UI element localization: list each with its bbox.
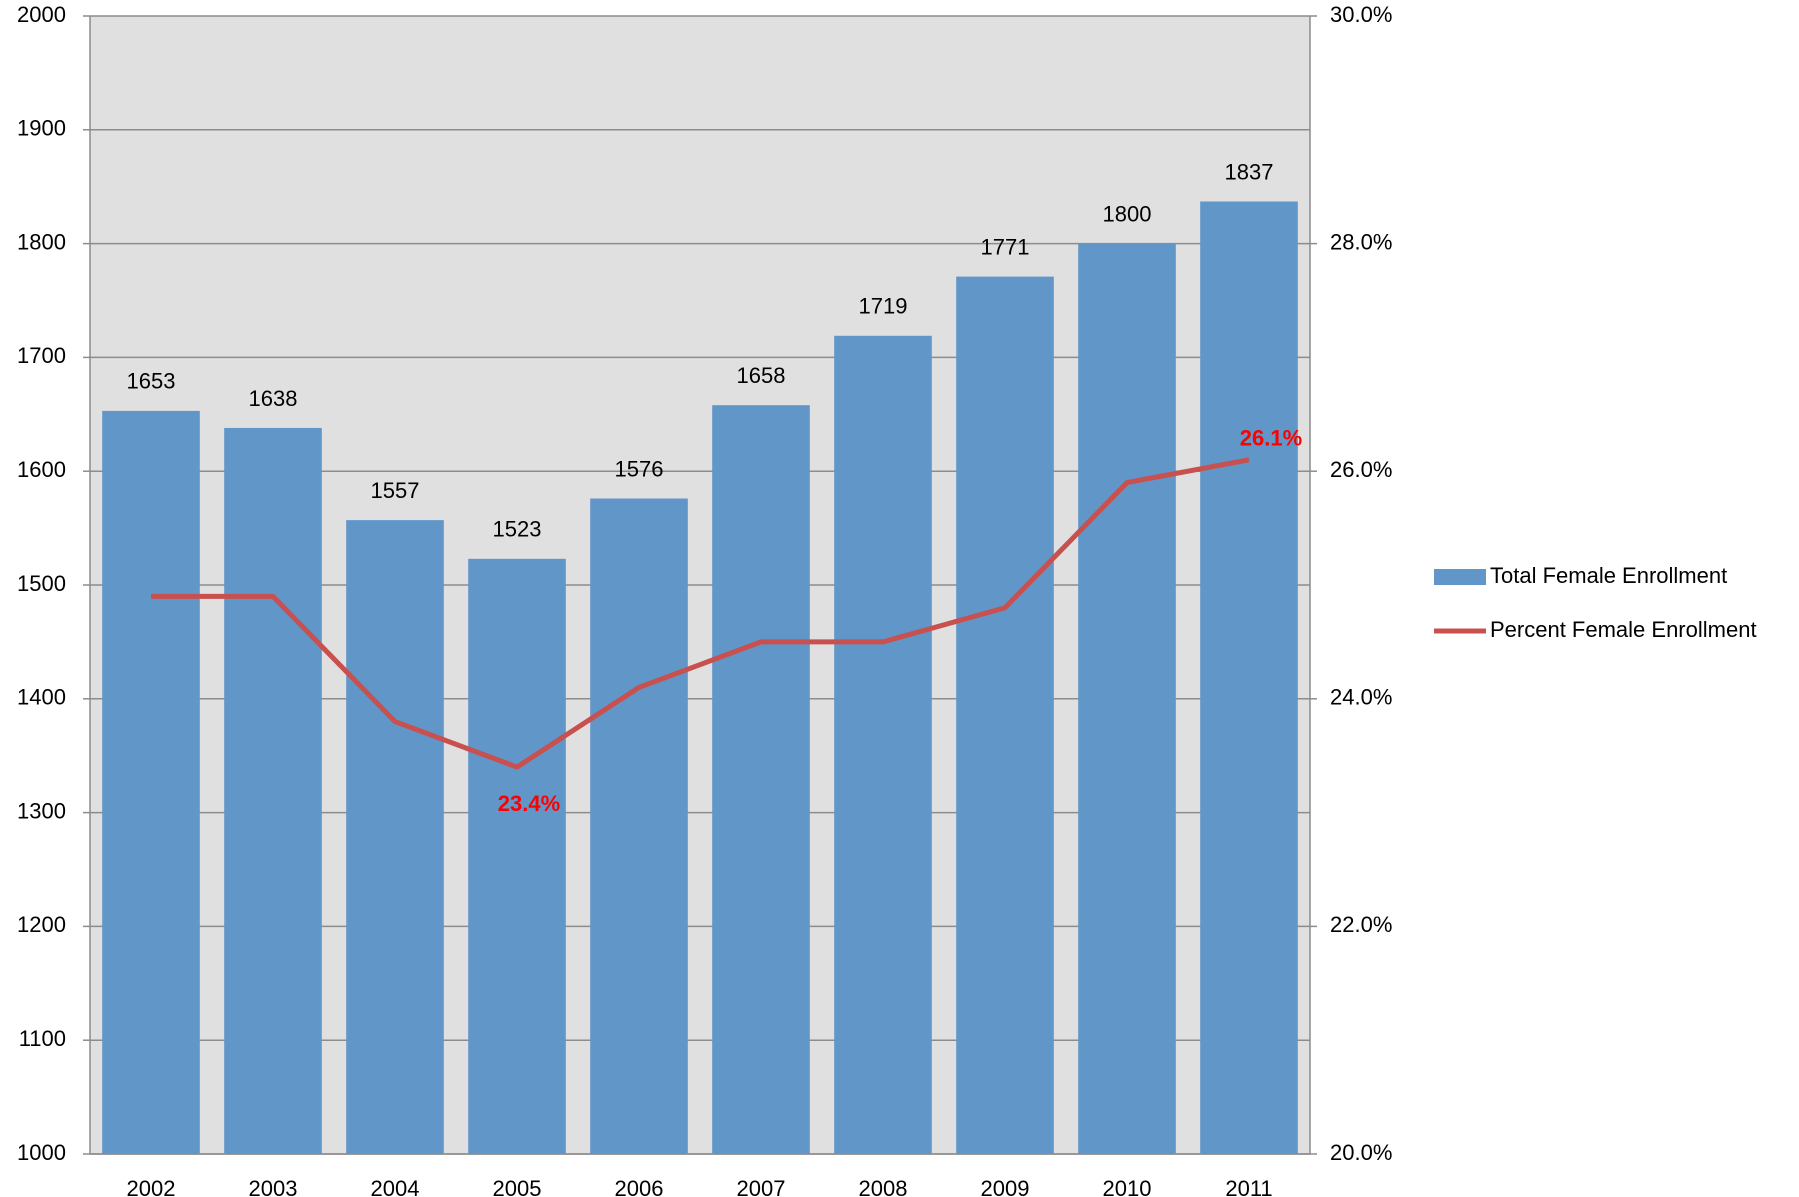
y2-tick-label: 26.0% <box>1330 457 1392 482</box>
y-tick-label: 1000 <box>17 1140 66 1165</box>
y2-tick-label: 22.0% <box>1330 912 1392 937</box>
y-tick-label: 1700 <box>17 343 66 368</box>
bar-value-label: 1719 <box>859 294 908 319</box>
y-tick-label: 1400 <box>17 685 66 710</box>
x-tick-label: 2008 <box>859 1176 908 1197</box>
y2-tick-label: 20.0% <box>1330 1140 1392 1165</box>
bar-value-label: 1523 <box>493 517 542 542</box>
x-tick-label: 2006 <box>615 1176 664 1197</box>
y-tick-label: 1900 <box>17 116 66 141</box>
legend-swatch <box>1434 569 1486 585</box>
y-tick-label: 1600 <box>17 457 66 482</box>
line <box>151 457 1250 770</box>
x-tick-label: 2010 <box>1103 1176 1152 1197</box>
x-tick-label: 2004 <box>371 1176 420 1197</box>
y-tick-label: 1300 <box>17 798 66 823</box>
x-tick-label: 2003 <box>249 1176 298 1197</box>
bar <box>1200 201 1298 1154</box>
bar <box>834 335 932 1154</box>
bar-value-label: 1638 <box>249 386 298 411</box>
y-tick-label: 1100 <box>19 1026 66 1051</box>
bar <box>346 520 444 1154</box>
bar-value-label: 1658 <box>737 363 786 388</box>
legend-label: Percent Female Enrollment <box>1490 617 1757 642</box>
x-tick-label: 2011 <box>1225 1176 1272 1197</box>
bar-value-label: 1837 <box>1225 159 1274 184</box>
y-tick-label: 2000 <box>17 2 66 27</box>
y-tick-label: 1200 <box>17 912 66 937</box>
x-tick-label: 2009 <box>981 1176 1030 1197</box>
bar <box>590 498 688 1155</box>
bar-value-label: 1653 <box>127 369 176 394</box>
x-tick-label: 2005 <box>493 1176 542 1197</box>
y2-tick-label: 30.0% <box>1330 2 1392 27</box>
bar <box>224 427 322 1154</box>
bar-value-label: 1800 <box>1103 201 1152 226</box>
bar <box>1078 243 1176 1155</box>
bar <box>956 276 1054 1154</box>
x-tick-label: 2007 <box>737 1176 786 1197</box>
legend-label: Total Female Enrollment <box>1490 563 1727 588</box>
line-value-label: 23.4% <box>498 791 560 816</box>
bar <box>102 410 200 1154</box>
bar-value-label: 1771 <box>981 234 1030 259</box>
bar-value-label: 1576 <box>615 456 664 481</box>
bar <box>712 405 810 1154</box>
y-tick-label: 1800 <box>17 229 66 254</box>
line-value-label: 26.1% <box>1240 426 1302 451</box>
bar <box>468 558 566 1154</box>
x-tick-label: 2002 <box>127 1176 176 1197</box>
bar-value-label: 1557 <box>371 478 420 503</box>
y-tick-label: 1500 <box>17 571 66 596</box>
y2-tick-label: 24.0% <box>1330 685 1392 710</box>
y2-tick-label: 28.0% <box>1330 229 1392 254</box>
